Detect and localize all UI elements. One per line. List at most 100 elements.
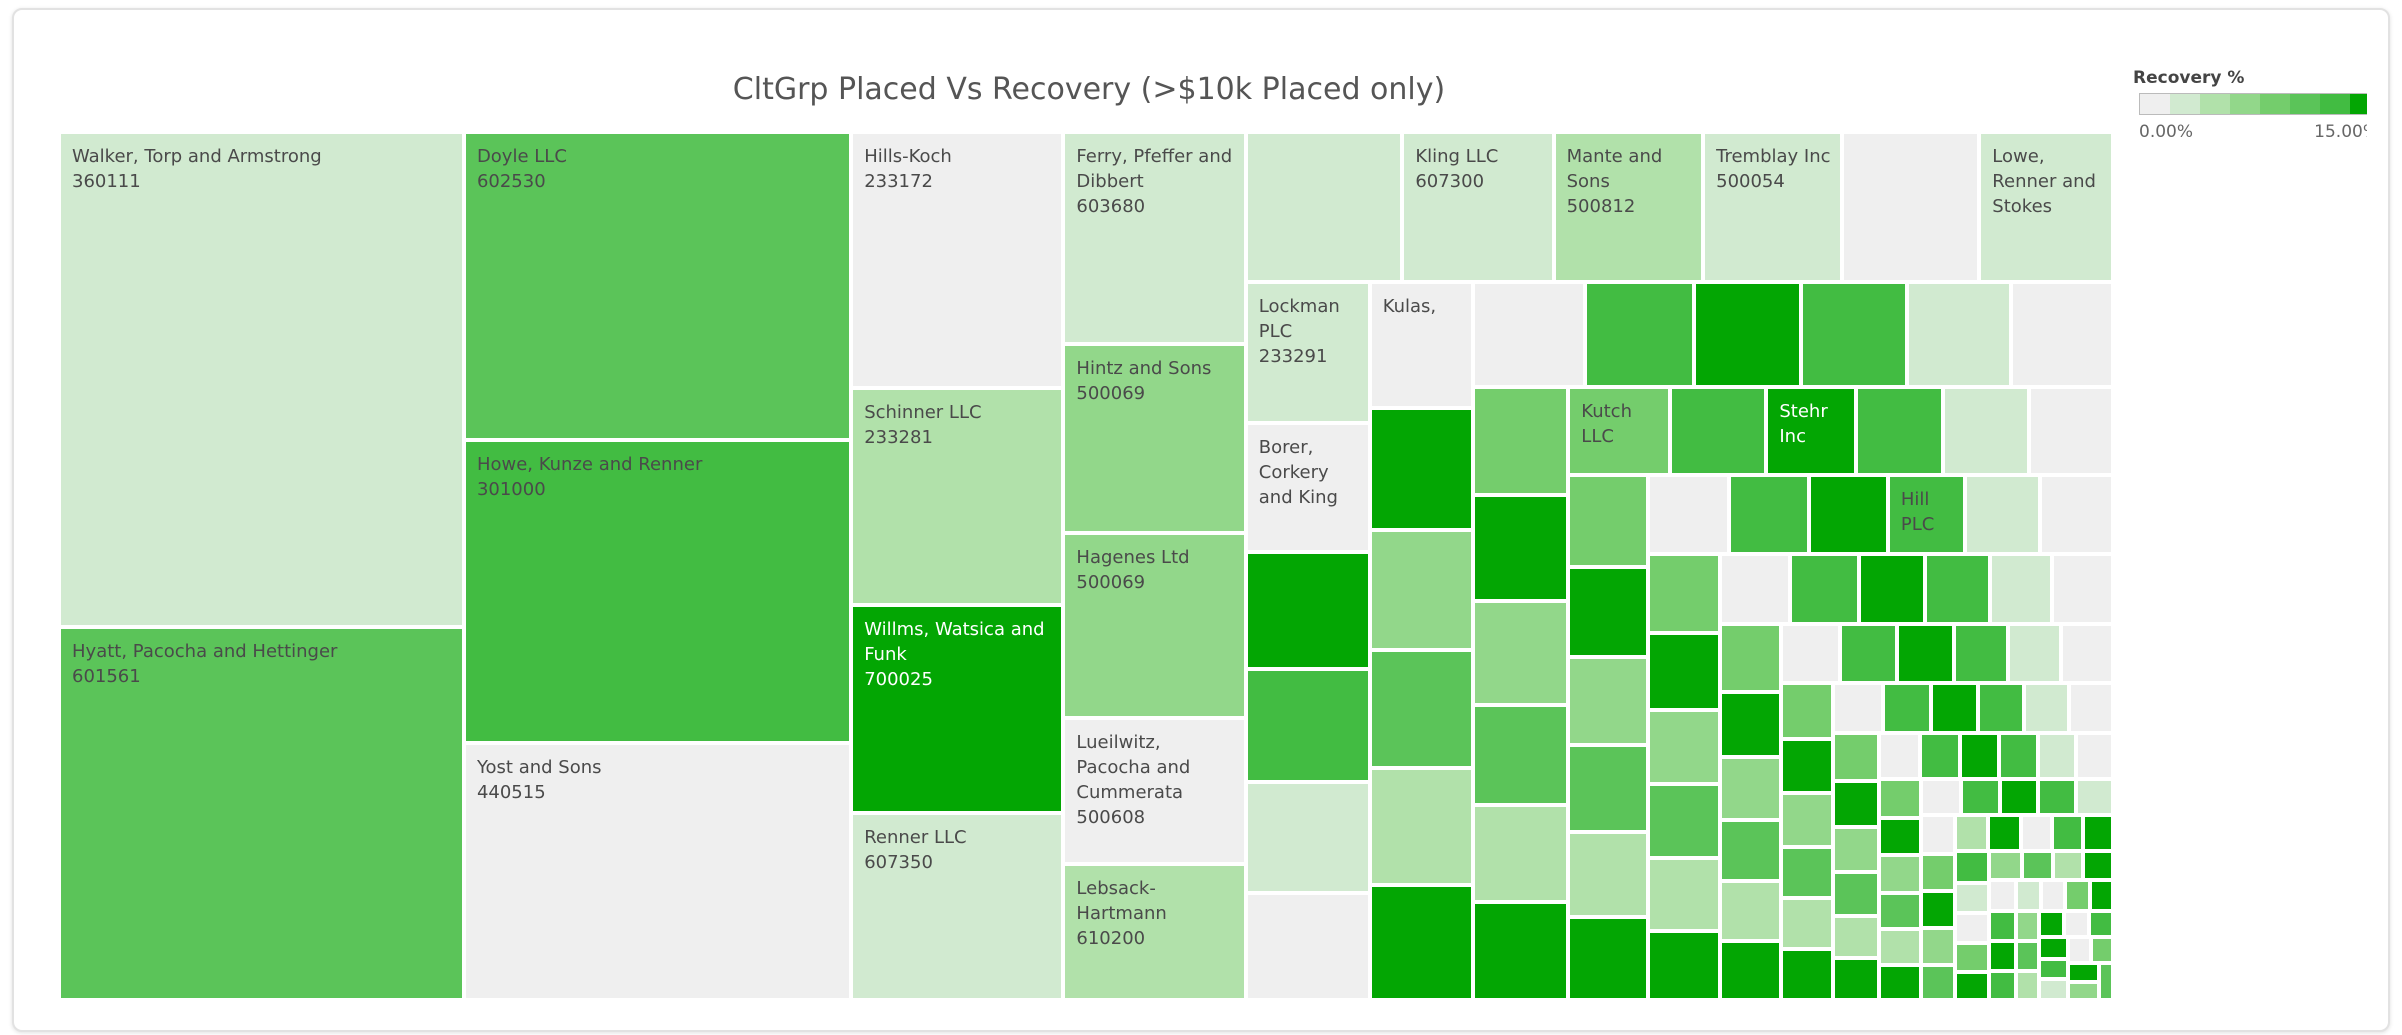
- tile-id: 607350: [864, 851, 933, 873]
- legend-bar: [2139, 93, 2367, 115]
- tile: [1966, 476, 2038, 553]
- tile: [2054, 853, 2082, 879]
- tile: [1475, 904, 1567, 998]
- tile: [1570, 746, 1646, 830]
- tile-label: Tremblay Inc 500054: [1716, 144, 1832, 194]
- tile: [1835, 960, 1877, 998]
- tile: [1782, 848, 1831, 897]
- tile: [2091, 912, 2111, 935]
- tile: [1649, 556, 1719, 631]
- tile-name: Walker, Torp and Armstrong: [72, 146, 322, 167]
- tile: [1371, 652, 1472, 766]
- tile: [1649, 711, 1719, 783]
- legend-tick-label: 0.00%: [2139, 122, 2194, 142]
- tile: [1922, 855, 1954, 890]
- tile: [1782, 740, 1831, 792]
- tile: [2041, 476, 2111, 553]
- tile: [1782, 951, 1831, 998]
- tile: [1841, 626, 1896, 681]
- tile-label: Hills-Koch 233172: [864, 144, 1053, 194]
- tile: [1811, 476, 1886, 553]
- tile: [1247, 134, 1401, 281]
- tile-id: 233291: [1258, 346, 1328, 368]
- tile-name: Kulas,: [1382, 296, 1437, 318]
- tile: [2071, 684, 2111, 732]
- tile: Kutch LLC: [1570, 388, 1669, 473]
- tile: [1991, 556, 2051, 622]
- tile: Howe, Kunze and Renner 301000: [465, 441, 850, 741]
- tile: [2001, 735, 2036, 777]
- tile-id: 233281: [864, 426, 933, 448]
- tile-name: Lowe, Renner and Stokes: [1992, 146, 2096, 217]
- tile: [1475, 603, 1567, 703]
- tile-name: Stehr Inc: [1779, 400, 1828, 447]
- tile: [1782, 626, 1838, 681]
- tile: [1880, 930, 1919, 963]
- tile: [1957, 973, 1988, 998]
- tile: [1991, 943, 2014, 969]
- tile-name: Borer, Corkery and King: [1258, 437, 1338, 509]
- tile: [1955, 626, 2006, 681]
- tile-name: Hill PLC: [1900, 488, 1935, 535]
- chart-title: CltGrp Placed Vs Recovery (>$10k Placed …: [732, 72, 1446, 107]
- tile-label: Hyatt, Pacocha and Hettinger 601561: [72, 639, 454, 689]
- tile-label: Hill PLC: [1901, 487, 1955, 537]
- tile-name: Yost and Sons: [476, 757, 602, 779]
- tile: Lowe, Renner and Stokes: [1981, 134, 2111, 281]
- tile: [2017, 972, 2038, 998]
- tile-label: Howe, Kunze and Renner 301000: [477, 452, 841, 502]
- tile: [2078, 780, 2111, 814]
- tile-name: Lockman PLC: [1258, 296, 1340, 343]
- tile-name: Lebsack-Hartmann: [1076, 877, 1167, 924]
- tile: [1957, 915, 1988, 941]
- tile: Borer, Corkery and King: [1247, 425, 1368, 550]
- tile: [2077, 735, 2111, 777]
- tile: [1247, 784, 1368, 892]
- tile: Doyle LLC 602530: [465, 134, 850, 438]
- tile: [1371, 769, 1472, 884]
- tile: [2026, 684, 2068, 732]
- tile-name: Renner LLC: [864, 826, 967, 848]
- tile-id: 500608: [1076, 807, 1146, 829]
- tile: Kulas,: [1371, 284, 1472, 406]
- tile-id: 500069: [1076, 571, 1146, 593]
- tile: [1782, 900, 1831, 948]
- tile-name: Ferry, Pfeffer and Dibbert: [1076, 146, 1233, 192]
- tile: [2041, 912, 2063, 935]
- tile: [1922, 893, 1954, 927]
- tile: [1570, 658, 1646, 743]
- tile: [1884, 684, 1930, 732]
- tile: [1927, 556, 1988, 622]
- tile-label: Kling LLC 607300: [1415, 144, 1543, 194]
- tile: [1899, 626, 1952, 681]
- tile: [1696, 284, 1799, 385]
- tile: [2084, 817, 2111, 850]
- tile-label: Lockman PLC 233291: [1259, 294, 1360, 369]
- tile: Hyatt, Pacocha and Hettinger 601561: [61, 629, 462, 998]
- tile-id: 440515: [476, 782, 546, 804]
- tile-name: Schinner LLC: [864, 401, 982, 423]
- tile: [1649, 786, 1719, 856]
- tile: Hagenes Ltd 500069: [1065, 534, 1244, 717]
- tile-id: 602530: [476, 171, 546, 192]
- tile: [1722, 822, 1779, 880]
- tile-label: Mante and Sons 500812: [1567, 144, 1694, 219]
- tile-id: 601561: [72, 666, 141, 688]
- tile-name: Willms, Watsica and Funk: [864, 618, 1045, 665]
- tile: [1835, 873, 1877, 914]
- tile: [1957, 884, 1988, 912]
- tile: [1880, 735, 1918, 777]
- tile-label: Doyle LLC 602530: [477, 144, 841, 194]
- tile: [1782, 684, 1831, 737]
- tile: [1957, 944, 1988, 970]
- tile: [1858, 388, 1942, 473]
- tile: [1792, 556, 1857, 622]
- tile: [2066, 912, 2087, 935]
- tile: [1844, 134, 1978, 281]
- tile: [2040, 780, 2075, 814]
- tile: [1991, 882, 2014, 910]
- tile: [1475, 497, 1567, 600]
- tile: [1880, 894, 1919, 927]
- color-legend: Recovery % 0.00% 15.00%: [2133, 60, 2367, 150]
